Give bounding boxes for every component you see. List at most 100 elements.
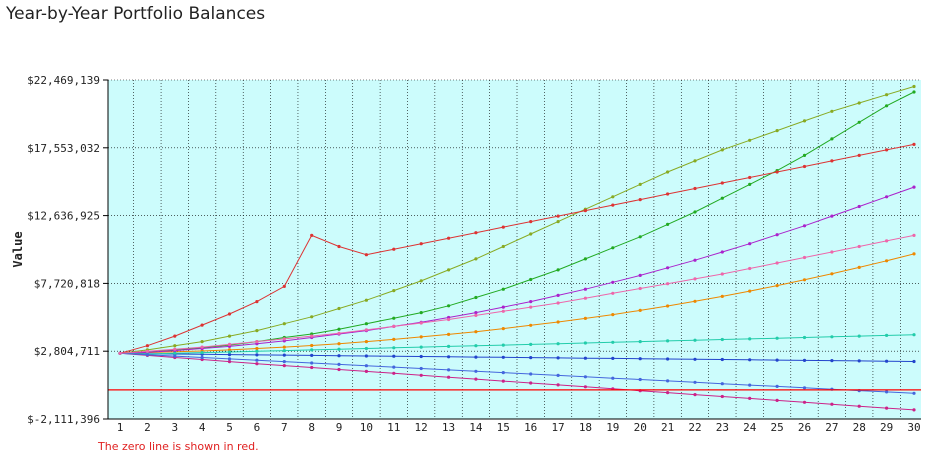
data-point [200,345,204,349]
x-tick-label: 24 [743,421,757,434]
data-point [419,366,423,371]
data-point [255,349,259,353]
data-point [556,268,560,272]
data-point [419,242,423,246]
data-point [255,346,259,351]
data-point [748,383,752,387]
data-point [857,265,861,269]
data-point [583,209,588,213]
data-point [200,340,204,344]
x-tick-label: 30 [907,421,920,434]
x-tick-label: 13 [442,421,455,434]
data-point [145,344,149,348]
data-point [775,384,779,388]
data-point [583,356,588,360]
x-tick-label: 8 [308,421,315,434]
data-point [638,308,642,312]
data-point [364,322,368,326]
data-point [282,322,286,326]
data-point [556,320,560,324]
data-point [200,351,204,355]
x-tick-label: 12 [415,421,428,434]
data-point [830,272,834,276]
data-point [419,373,423,377]
data-point [227,350,232,354]
data-point [364,340,368,344]
data-point [720,294,724,298]
data-point [885,104,889,108]
data-point [693,299,697,303]
data-point [720,250,724,254]
data-point [200,355,204,360]
data-point [638,377,642,382]
data-point [802,278,807,282]
data-point [830,137,834,141]
data-point [775,129,779,133]
data-point [227,342,232,346]
data-point [912,84,916,89]
data-point [474,344,478,348]
x-tick-label: 18 [579,421,592,434]
data-point [282,364,286,368]
data-point [802,255,807,260]
data-point [885,93,889,97]
x-tick-label: 4 [199,421,206,434]
data-point [885,259,889,263]
data-point [145,349,149,353]
data-point [720,357,724,362]
data-point [501,305,505,309]
data-point [556,342,560,346]
data-point [748,182,752,186]
data-point [364,346,368,351]
data-point [775,170,779,174]
chart-title: Year-by-Year Portfolio Balances [6,4,266,24]
data-point [693,159,697,163]
data-point [255,300,259,304]
data-point [912,185,916,189]
data-point [857,153,861,157]
data-point [748,242,752,246]
data-point [419,311,423,315]
data-point [173,334,177,338]
x-tick-label: 27 [825,421,838,434]
x-tick-label: 7 [281,421,288,434]
data-point [638,340,642,344]
data-point [556,373,560,377]
y-axis-label: Value [11,231,25,267]
data-point [556,301,560,305]
data-point [556,356,560,360]
x-tick-label: 9 [336,421,343,434]
data-point [912,408,916,412]
data-point [775,398,779,402]
data-point [857,204,861,209]
data-point [337,342,341,346]
data-point [611,376,615,380]
data-point [447,268,451,272]
y-tick-label: $12,636,925 [27,210,100,223]
data-point [474,295,478,300]
data-point [447,355,451,359]
data-point [912,233,916,237]
data-point [611,291,615,295]
data-point [693,393,697,397]
data-point [310,343,314,348]
data-point [885,406,889,410]
data-point [666,304,670,308]
x-tick-label: 17 [551,421,564,434]
data-point [447,236,451,240]
x-tick-label: 26 [798,421,811,434]
data-point [583,341,588,345]
data-point [583,287,588,291]
data-point [255,362,259,366]
x-tick-label: 21 [661,421,674,434]
data-point [173,344,177,348]
data-point [830,335,834,339]
data-point [693,357,697,361]
data-point [529,232,533,236]
data-point [748,396,752,400]
data-point [310,365,314,370]
data-point [474,377,478,381]
data-point [227,357,232,361]
x-tick-label: 6 [254,421,261,434]
data-point [857,404,861,408]
